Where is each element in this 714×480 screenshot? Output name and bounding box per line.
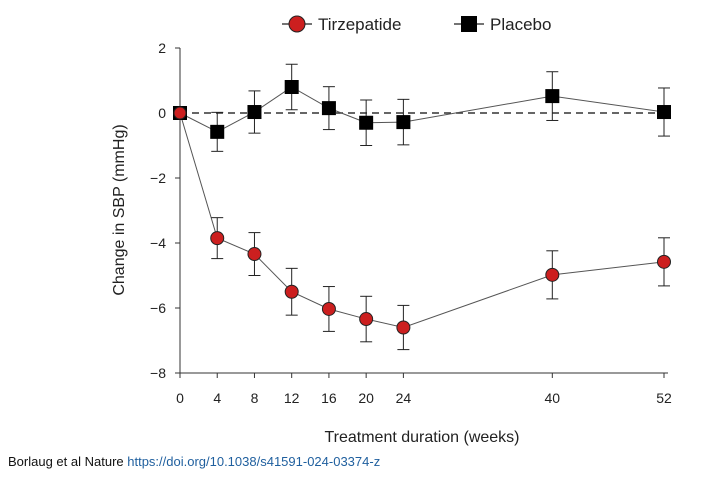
y-tick-label: −6 <box>150 300 166 316</box>
data-point-tirzepatide <box>359 312 374 327</box>
series-line-tirzepatide <box>179 112 665 329</box>
data-point-placebo <box>284 80 299 94</box>
data-point-placebo <box>545 89 560 104</box>
y-tick-label: 2 <box>158 40 166 56</box>
legend: Tirzepatide Placebo <box>282 15 551 34</box>
legend-circle-icon <box>288 15 306 33</box>
data-point-tirzepatide <box>657 254 671 269</box>
legend-label: Placebo <box>490 15 551 34</box>
data-point-tirzepatide <box>321 301 336 316</box>
data-point-placebo <box>210 124 225 139</box>
data-point-tirzepatide <box>284 284 299 299</box>
data-point-placebo <box>247 105 262 120</box>
x-tick-label: 52 <box>656 390 672 406</box>
data-point-tirzepatide <box>247 247 262 262</box>
data-point-placebo <box>359 115 374 130</box>
data-point-placebo <box>321 101 336 116</box>
data-point-tirzepatide <box>210 231 225 246</box>
plot-area <box>173 63 671 351</box>
y-tick-label: 0 <box>158 105 166 121</box>
data-point-tirzepatide <box>396 320 411 335</box>
legend-square-icon <box>461 16 477 32</box>
data-point-tirzepatide <box>173 106 187 120</box>
x-tick-label: 4 <box>213 390 221 406</box>
data-point-placebo <box>657 105 671 120</box>
x-tick-label: 12 <box>284 390 300 406</box>
caption-citation: Borlaug et al Nature <box>8 454 128 469</box>
x-tick-label: 20 <box>358 390 374 406</box>
x-tick-label: 16 <box>321 390 337 406</box>
data-point-tirzepatide <box>545 267 560 282</box>
y-axis-label: Change in SBP (mmHg) <box>111 124 128 295</box>
x-tick-label: 8 <box>251 390 259 406</box>
axes: 20−2−4−6−80 4 8 12 16 20 24 40 52 <box>150 40 672 406</box>
x-tick-label: 0 <box>176 390 184 406</box>
x-tick-label: 40 <box>545 390 561 406</box>
x-axis-label: Treatment duration (weeks) <box>324 429 519 446</box>
y-tick-label: −2 <box>150 170 166 186</box>
data-point-placebo <box>396 115 411 130</box>
y-tick-label: −4 <box>150 235 166 251</box>
y-tick-label: −8 <box>150 365 166 381</box>
legend-label: Tirzepatide <box>318 15 401 34</box>
doi-link[interactable]: https://doi.org/10.1038/s41591-024-03374… <box>127 454 381 469</box>
caption: Borlaug et al Nature https://doi.org/10.… <box>8 454 380 469</box>
x-tick-label: 24 <box>396 390 412 406</box>
